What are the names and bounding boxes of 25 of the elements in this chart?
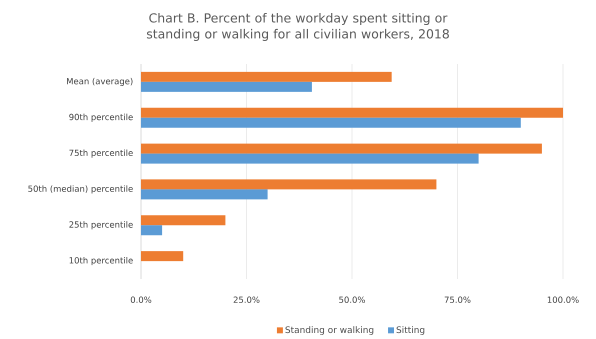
y-tick-label: 25th percentile	[69, 221, 133, 230]
legend-label: Standing or walking	[285, 326, 374, 335]
bar	[141, 82, 312, 92]
y-tick-label: 90th percentile	[69, 114, 133, 122]
x-tick-label: 75.0%	[444, 296, 470, 303]
x-tick-label: 25.0%	[234, 296, 260, 303]
bar	[141, 225, 162, 236]
bar	[141, 108, 564, 118]
bar	[141, 179, 436, 190]
chart-title: Chart B. Percent of the workday spent sitting or standing or walking for all civilian workers, 2018	[146, 12, 449, 41]
x-tick-label: 100.0%	[548, 296, 579, 303]
bar	[141, 215, 226, 226]
legend-label: Sitting	[396, 326, 424, 335]
y-tick-label: 75th percentile	[69, 149, 133, 158]
bar	[141, 118, 521, 128]
y-tick-label: 10th percentile	[70, 256, 133, 266]
x-tick-label: 50.0%	[339, 296, 365, 303]
x-tick-label: 0.0%	[130, 296, 152, 303]
bar	[141, 72, 392, 82]
bar	[141, 154, 479, 164]
bar	[141, 251, 184, 262]
y-tick-label: Mean (average)	[67, 78, 132, 86]
bar	[141, 144, 542, 154]
y-tick-label: 50th (median) percentile	[28, 185, 133, 194]
bar	[141, 189, 268, 200]
